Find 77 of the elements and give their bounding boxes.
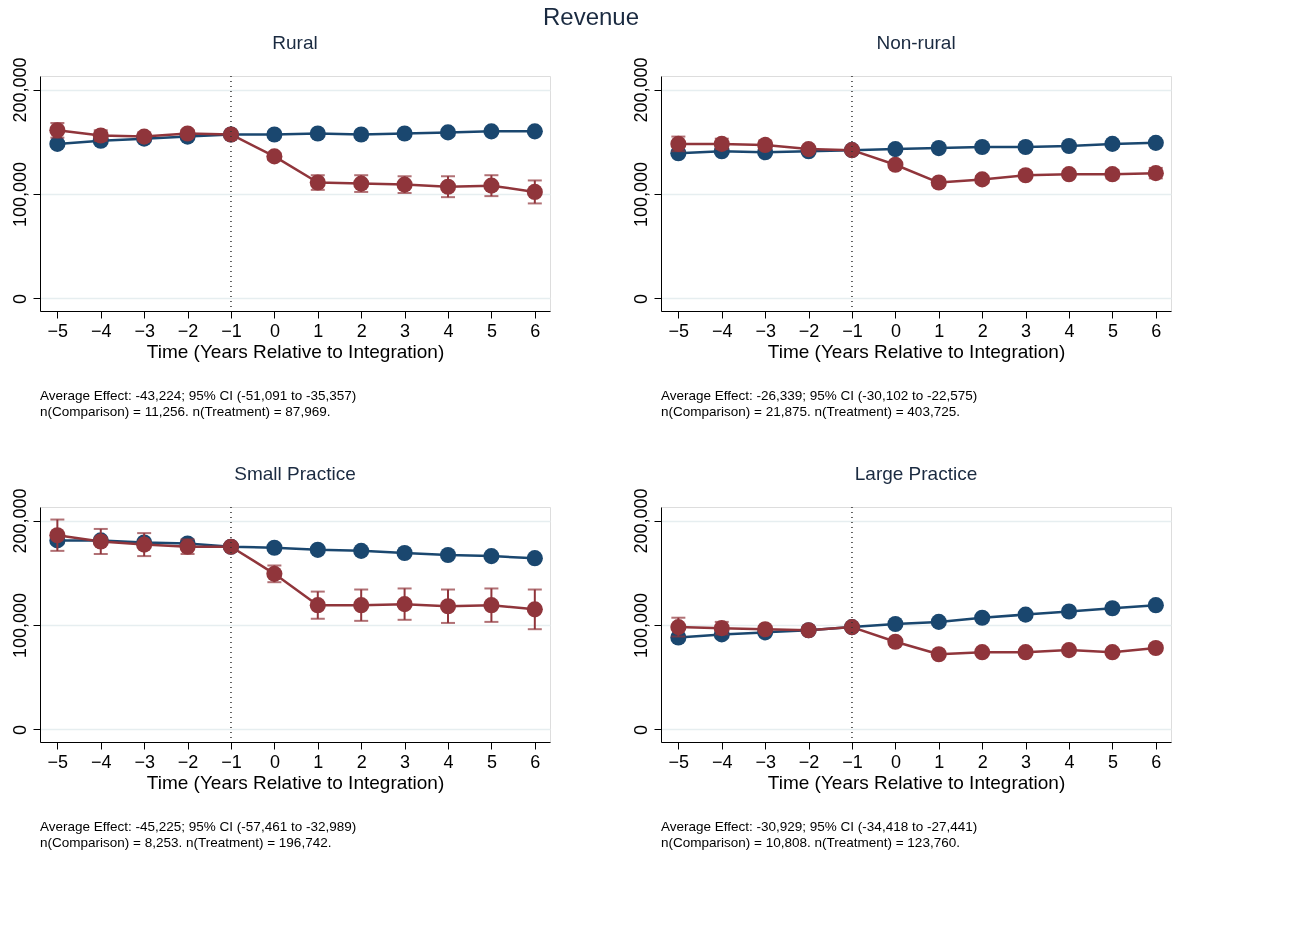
x-tick-label: −2	[798, 320, 820, 341]
y-tick-label: 200,000	[9, 57, 30, 123]
y-tick-label: 100,000	[630, 161, 651, 228]
x-tick-label: −5	[668, 320, 690, 341]
x-tick-label: −1	[221, 751, 242, 772]
x-tick-label: −2	[177, 751, 199, 772]
x-tick-label: 6	[530, 751, 541, 772]
text: Revenue	[542, 2, 640, 30]
y-tick-label: 100,000	[630, 592, 651, 659]
y-tick-label: 200,000	[9, 488, 30, 554]
chart-title: Rural	[272, 32, 318, 54]
x-tick-label: 3	[400, 751, 411, 772]
x-axis-title: Time (Years Relative to Integration)	[146, 340, 445, 362]
x-tick-label: 2	[977, 320, 988, 341]
x-tick-label: 1	[313, 320, 324, 341]
x-tick-label: −1	[221, 320, 242, 341]
x-axis-title: Time (Years Relative to Integration)	[146, 771, 445, 793]
x-tick-label: 6	[1151, 751, 1162, 772]
x-tick-label: 0	[890, 751, 901, 772]
y-tick-label: 100,000	[9, 592, 30, 659]
x-tick-label: 4	[443, 320, 454, 341]
x-tick-label: 5	[486, 751, 497, 772]
x-tick-label: −5	[668, 751, 690, 772]
x-tick-label: −2	[798, 751, 820, 772]
x-tick-label: 2	[356, 751, 367, 772]
y-tick-label: 200,000	[630, 57, 651, 123]
x-tick-label: −2	[177, 320, 199, 341]
x-tick-label: −3	[755, 751, 776, 772]
text: Average Effect: -43,224; 95% CI (-51,091 to -35,357)	[40, 388, 357, 403]
x-tick-label: 5	[1107, 751, 1118, 772]
y-tick-label: 200,000	[630, 488, 651, 554]
x-tick-label: 5	[486, 320, 497, 341]
x-tick-label: 3	[1021, 751, 1032, 772]
y-tick-label: 0	[630, 293, 651, 304]
text: n(Comparison) = 8,253. n(Treatment) = 196,742.	[40, 835, 332, 850]
x-tick-label: 4	[443, 751, 454, 772]
x-tick-label: −4	[91, 751, 112, 772]
x-tick-label: −4	[91, 320, 112, 341]
x-tick-label: 4	[1064, 751, 1075, 772]
x-axis-title: Time (Years Relative to Integration)	[767, 771, 1066, 793]
text: n(Comparison) = 11,256. n(Treatment) = 87,969.	[40, 404, 331, 419]
x-tick-label: 0	[269, 320, 280, 341]
x-tick-label: 5	[1107, 320, 1118, 341]
x-tick-label: 6	[530, 320, 541, 341]
x-tick-label: −3	[755, 320, 776, 341]
x-tick-label: −5	[47, 320, 69, 341]
y-tick-label: 0	[9, 724, 30, 735]
x-tick-label: 0	[269, 751, 280, 772]
x-tick-label: −4	[712, 751, 733, 772]
x-tick-label: −1	[842, 320, 863, 341]
chart-title: Non-rural	[876, 32, 956, 54]
text: n(Comparison) = 21,875. n(Treatment) = 403,725.	[661, 404, 960, 419]
x-tick-label: 3	[1021, 320, 1032, 341]
x-tick-label: 1	[934, 320, 945, 341]
x-tick-label: −3	[134, 320, 155, 341]
y-tick-label: 0	[630, 724, 651, 735]
text: Average Effect: -30,929; 95% CI (-34,418 to -27,441)	[661, 819, 978, 834]
x-tick-label: 2	[356, 320, 367, 341]
chart-title: Large Practice	[854, 463, 978, 485]
y-tick-label: 100,000	[9, 161, 30, 228]
x-tick-label: −3	[134, 751, 155, 772]
x-tick-label: 6	[1151, 320, 1162, 341]
chart-title: Small Practice	[234, 463, 356, 485]
text: Average Effect: -26,339; 95% CI (-30,102 to -22,575)	[661, 388, 978, 403]
text: n(Comparison) = 10,808. n(Treatment) = 123,760.	[661, 835, 960, 850]
x-tick-label: 3	[400, 320, 411, 341]
text: Average Effect: -45,225; 95% CI (-57,461 to -32,989)	[40, 819, 357, 834]
x-tick-label: −1	[842, 751, 863, 772]
x-tick-label: 4	[1064, 320, 1075, 341]
x-tick-label: 1	[313, 751, 324, 772]
x-tick-label: −5	[47, 751, 69, 772]
x-tick-label: 0	[890, 320, 901, 341]
x-tick-label: −4	[712, 320, 733, 341]
x-tick-label: 2	[977, 751, 988, 772]
y-tick-label: 0	[9, 293, 30, 304]
x-axis-title: Time (Years Relative to Integration)	[767, 340, 1066, 362]
x-tick-label: 1	[934, 751, 945, 772]
